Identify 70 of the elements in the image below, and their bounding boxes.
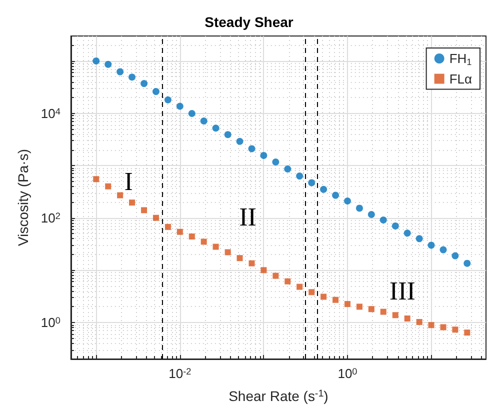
point: [356, 204, 363, 212]
point: [140, 80, 148, 88]
point: [248, 260, 255, 266]
point: [224, 249, 231, 256]
annotation: III: [389, 276, 416, 306]
point: [428, 322, 434, 328]
point: [152, 88, 160, 96]
point: [248, 145, 256, 152]
point: [344, 198, 351, 204]
point: [188, 233, 195, 240]
point: [200, 118, 208, 125]
point: [284, 165, 292, 172]
point: [392, 312, 398, 318]
y-axis-title: Viscosity (Pa·s): [15, 149, 31, 246]
point: [116, 68, 124, 76]
point: [128, 74, 136, 81]
annotation: II: [239, 202, 256, 232]
point: [117, 192, 124, 198]
point: [308, 289, 315, 296]
point: [332, 296, 339, 303]
point: [176, 102, 184, 110]
point: [428, 242, 435, 249]
point: [105, 183, 112, 190]
point: [92, 57, 100, 64]
point: [404, 315, 410, 322]
point: [452, 252, 459, 260]
point: [260, 267, 267, 274]
point: [332, 192, 340, 199]
annotation: I: [124, 166, 133, 196]
point: [212, 244, 219, 250]
point: [284, 278, 291, 284]
point: [236, 138, 244, 145]
point: [164, 96, 172, 104]
point: [320, 186, 328, 193]
point: [440, 324, 446, 330]
point: [452, 326, 458, 333]
point: [380, 216, 387, 224]
point: [260, 152, 268, 159]
point: [141, 207, 148, 214]
point: [320, 294, 327, 300]
point: [212, 124, 220, 132]
point: [200, 238, 207, 245]
point: [368, 306, 374, 312]
point: [380, 308, 386, 315]
point: [416, 235, 423, 242]
point: [104, 60, 112, 68]
point: [392, 222, 399, 230]
legend-label: FLα: [449, 71, 472, 86]
point: [464, 260, 471, 267]
point: [356, 304, 362, 310]
chart-title: Steady Shear: [204, 14, 294, 30]
point: [176, 228, 183, 235]
point: [224, 131, 232, 138]
point: [236, 255, 243, 262]
point: [308, 179, 316, 186]
point: [152, 214, 159, 221]
point: [296, 172, 304, 180]
point: [296, 284, 303, 290]
point: [164, 224, 171, 230]
point: [404, 230, 411, 237]
point: [368, 210, 375, 218]
point: [93, 176, 100, 182]
point: [344, 301, 350, 308]
point: [272, 272, 279, 279]
point: [464, 330, 470, 336]
point: [272, 158, 280, 166]
point: [440, 246, 447, 254]
point: [128, 200, 135, 206]
point: [188, 110, 196, 117]
point: [416, 318, 422, 325]
